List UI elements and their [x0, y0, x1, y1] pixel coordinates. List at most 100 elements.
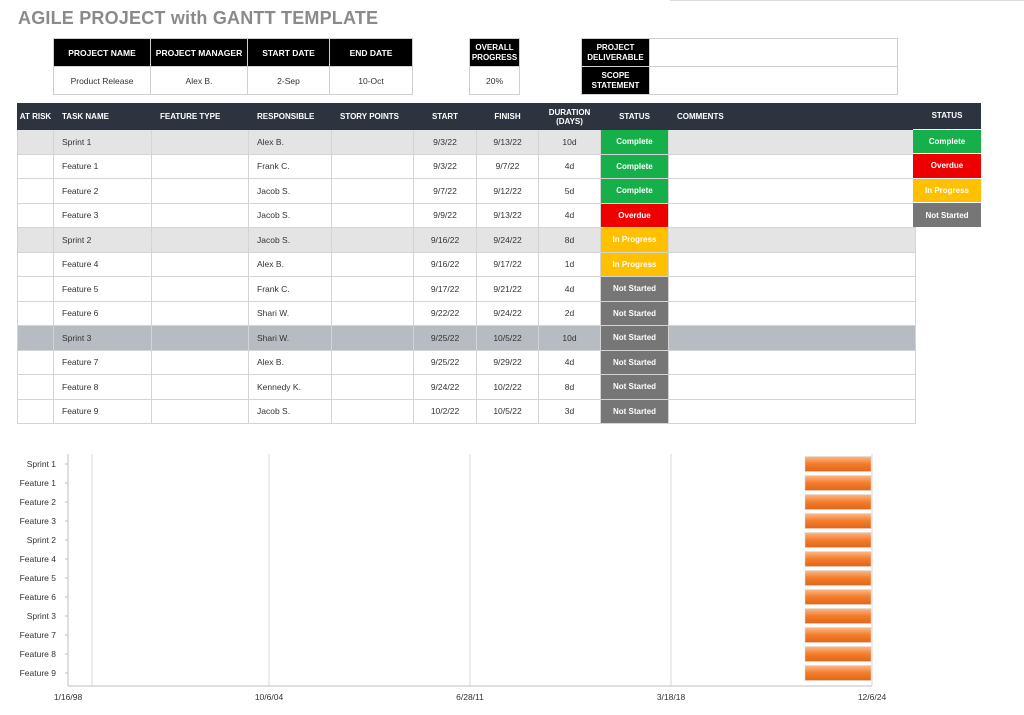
duration-cell[interactable]: 8d	[538, 374, 601, 400]
task-row[interactable]: Sprint 2 Jacob S. 9/16/22 9/24/22 8d In Progr…	[17, 227, 916, 253]
story-points-cell[interactable]	[331, 178, 414, 204]
task-row[interactable]: Feature 3 Jacob S. 9/9/22 9/13/22 4d Overdue	[17, 202, 916, 228]
at-risk-cell[interactable]	[17, 300, 54, 326]
task-name-cell[interactable]: Feature 2	[53, 178, 152, 204]
status-cell[interactable]: Overdue	[600, 202, 669, 228]
duration-cell[interactable]: 4d	[538, 349, 601, 375]
task-name-cell[interactable]: Feature 8	[53, 374, 152, 400]
at-risk-cell[interactable]	[17, 129, 54, 155]
start-cell[interactable]: 9/22/22	[413, 300, 477, 326]
start-cell[interactable]: 9/24/22	[413, 374, 477, 400]
story-points-cell[interactable]	[331, 251, 414, 277]
story-points-cell[interactable]	[331, 300, 414, 326]
at-risk-cell[interactable]	[17, 325, 54, 351]
duration-cell[interactable]: 1d	[538, 251, 601, 277]
story-points-cell[interactable]	[331, 374, 414, 400]
start-cell[interactable]: 9/16/22	[413, 227, 477, 253]
comments-cell[interactable]	[668, 398, 916, 424]
task-row[interactable]: Feature 7 Alex B. 9/25/22 9/29/22 4d Not Star…	[17, 349, 916, 375]
at-risk-cell[interactable]	[17, 251, 54, 277]
task-name-cell[interactable]: Feature 5	[53, 276, 152, 302]
at-risk-cell[interactable]	[17, 153, 54, 179]
status-cell[interactable]: Complete	[600, 153, 669, 179]
at-risk-cell[interactable]	[17, 349, 54, 375]
task-name-cell[interactable]: Feature 3	[53, 202, 152, 228]
finish-cell[interactable]: 9/24/22	[476, 227, 539, 253]
responsible-cell[interactable]: Alex B.	[248, 349, 332, 375]
comments-cell[interactable]	[668, 349, 916, 375]
story-points-cell[interactable]	[331, 276, 414, 302]
task-row[interactable]: Feature 2 Jacob S. 9/7/22 9/12/22 5d Complete	[17, 178, 916, 204]
story-points-cell[interactable]	[331, 153, 414, 179]
responsible-cell[interactable]: Alex B.	[248, 129, 332, 155]
duration-cell[interactable]: 3d	[538, 398, 601, 424]
feature-type-cell[interactable]	[151, 202, 249, 228]
task-name-cell[interactable]: Sprint 2	[53, 227, 152, 253]
task-row[interactable]: Feature 8 Kennedy K. 9/24/22 10/2/22 8d Not S…	[17, 374, 916, 400]
finish-cell[interactable]: 10/5/22	[476, 325, 539, 351]
status-cell[interactable]: Not Started	[600, 276, 669, 302]
at-risk-cell[interactable]	[17, 178, 54, 204]
feature-type-cell[interactable]	[151, 325, 249, 351]
start-cell[interactable]: 9/25/22	[413, 349, 477, 375]
task-row[interactable]: Feature 9 Jacob S. 10/2/22 10/5/22 3d Not Sta…	[17, 398, 916, 424]
comments-cell[interactable]	[668, 374, 916, 400]
at-risk-cell[interactable]	[17, 227, 54, 253]
task-row[interactable]: Sprint 3 Shari W. 9/25/22 10/5/22 10d Not Sta…	[17, 325, 916, 351]
comments-cell[interactable]	[668, 227, 916, 253]
feature-type-cell[interactable]	[151, 227, 249, 253]
task-row[interactable]: Sprint 1 Alex B. 9/3/22 9/13/22 10d Complete	[17, 129, 916, 155]
start-cell[interactable]: 9/3/22	[413, 129, 477, 155]
project-manager-value[interactable]: Alex B.	[150, 66, 248, 95]
story-points-cell[interactable]	[331, 349, 414, 375]
finish-cell[interactable]: 10/5/22	[476, 398, 539, 424]
task-name-cell[interactable]: Sprint 3	[53, 325, 152, 351]
comments-cell[interactable]	[668, 276, 916, 302]
task-name-cell[interactable]: Feature 9	[53, 398, 152, 424]
comments-cell[interactable]	[668, 178, 916, 204]
duration-cell[interactable]: 4d	[538, 153, 601, 179]
project-deliverable-field[interactable]	[649, 38, 898, 67]
duration-cell[interactable]: 2d	[538, 300, 601, 326]
comments-cell[interactable]	[668, 129, 916, 155]
task-row[interactable]: Feature 5 Frank C. 9/17/22 9/21/22 4d Not Sta…	[17, 276, 916, 302]
feature-type-cell[interactable]	[151, 300, 249, 326]
at-risk-cell[interactable]	[17, 398, 54, 424]
status-cell[interactable]: In Progress	[600, 227, 669, 253]
story-points-cell[interactable]	[331, 325, 414, 351]
duration-cell[interactable]: 4d	[538, 202, 601, 228]
at-risk-cell[interactable]	[17, 202, 54, 228]
status-cell[interactable]: Complete	[600, 178, 669, 204]
comments-cell[interactable]	[668, 300, 916, 326]
finish-cell[interactable]: 9/12/22	[476, 178, 539, 204]
start-date-value[interactable]: 2-Sep	[247, 66, 330, 95]
finish-cell[interactable]: 9/29/22	[476, 349, 539, 375]
feature-type-cell[interactable]	[151, 398, 249, 424]
duration-cell[interactable]: 10d	[538, 325, 601, 351]
start-cell[interactable]: 9/17/22	[413, 276, 477, 302]
status-cell[interactable]: Not Started	[600, 300, 669, 326]
feature-type-cell[interactable]	[151, 349, 249, 375]
task-name-cell[interactable]: Feature 4	[53, 251, 152, 277]
story-points-cell[interactable]	[331, 398, 414, 424]
responsible-cell[interactable]: Frank C.	[248, 153, 332, 179]
finish-cell[interactable]: 10/2/22	[476, 374, 539, 400]
responsible-cell[interactable]: Kennedy K.	[248, 374, 332, 400]
task-name-cell[interactable]: Feature 7	[53, 349, 152, 375]
finish-cell[interactable]: 9/7/22	[476, 153, 539, 179]
comments-cell[interactable]	[668, 153, 916, 179]
start-cell[interactable]: 10/2/22	[413, 398, 477, 424]
duration-cell[interactable]: 4d	[538, 276, 601, 302]
duration-cell[interactable]: 5d	[538, 178, 601, 204]
at-risk-cell[interactable]	[17, 374, 54, 400]
start-cell[interactable]: 9/25/22	[413, 325, 477, 351]
at-risk-cell[interactable]	[17, 276, 54, 302]
overall-progress-value[interactable]: 20%	[469, 66, 520, 95]
project-name-value[interactable]: Product Release	[53, 66, 151, 95]
status-cell[interactable]: Not Started	[600, 374, 669, 400]
responsible-cell[interactable]: Alex B.	[248, 251, 332, 277]
responsible-cell[interactable]: Jacob S.	[248, 227, 332, 253]
responsible-cell[interactable]: Shari W.	[248, 325, 332, 351]
responsible-cell[interactable]: Jacob S.	[248, 398, 332, 424]
feature-type-cell[interactable]	[151, 276, 249, 302]
